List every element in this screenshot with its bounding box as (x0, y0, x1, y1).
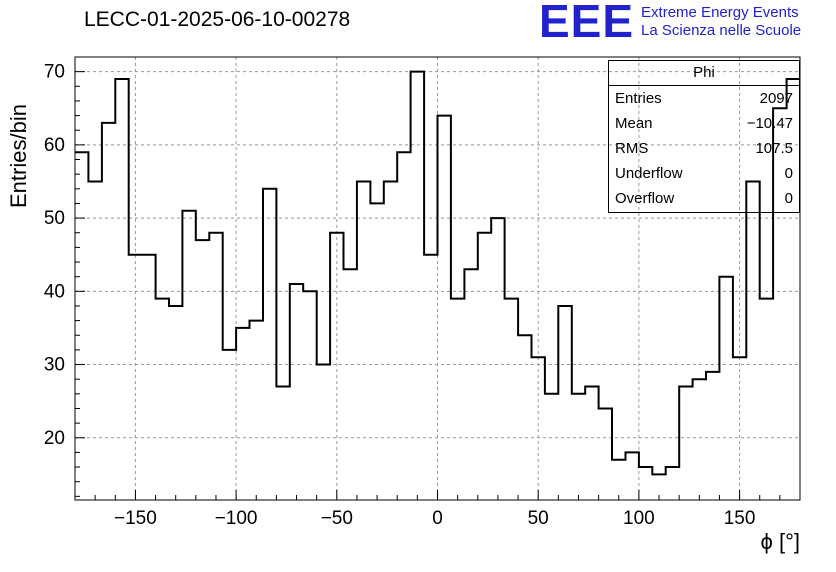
eee-logo-line1: Extreme Energy Events (641, 4, 799, 21)
stats-value-rms: 107.5 (755, 140, 793, 157)
stats-label-rms: RMS (615, 140, 649, 157)
x-axis-title: ϕ [°] (761, 529, 800, 554)
stats-value-entries: 2097 (759, 90, 793, 107)
x-tick-label: −150 (114, 508, 157, 529)
stats-value-underflow: 0 (784, 165, 793, 182)
eee-logo: EEE Extreme Energy Events La Scienza nel… (539, 0, 801, 47)
y-tick-label: 60 (44, 135, 65, 156)
stats-label-overflow: Overflow (615, 190, 675, 207)
histogram-step-line (75, 70, 800, 476)
y-tick-label: 40 (44, 281, 65, 302)
stats-label-underflow: Underflow (615, 165, 683, 182)
y-tick-label: 70 (44, 62, 65, 83)
stats-label-entries: Entries (615, 90, 662, 107)
stats-label-mean: Mean (615, 115, 653, 132)
eee-logo-line2: La Scienza nelle Scuole (641, 22, 802, 39)
stats-row-rms: RMS 107.5 (609, 136, 799, 161)
x-tick-label: 150 (724, 508, 756, 529)
stats-row-entries: Entries 2097 (609, 86, 799, 111)
stats-value-overflow: 0 (784, 190, 793, 207)
x-tick-label: −50 (321, 508, 353, 529)
x-tick-label: 50 (528, 508, 549, 529)
stats-box: Phi Entries 2097 Mean −10.47 RMS 107.5 U… (608, 60, 800, 213)
y-axis-title: Entries/bin (6, 104, 31, 208)
stats-row-underflow: Underflow 0 (609, 161, 799, 186)
y-tick-label: 50 (44, 208, 65, 229)
y-tick-label: 30 (44, 355, 65, 376)
stats-value-mean: −10.47 (746, 115, 793, 132)
eee-logo-text: EEE (539, 0, 635, 47)
x-tick-label: 100 (623, 508, 655, 529)
stats-row-mean: Mean −10.47 (609, 111, 799, 136)
x-tick-label: 0 (432, 508, 443, 529)
stats-row-overflow: Overflow 0 (609, 186, 799, 211)
stats-box-title: Phi (609, 61, 799, 86)
plot-title: LECC-01-2025-06-10-00278 (84, 8, 351, 31)
y-tick-label: 20 (44, 428, 65, 449)
eee-logo-subtitle: Extreme Energy Events La Scienza nelle S… (641, 4, 801, 40)
x-tick-label: −100 (215, 508, 258, 529)
